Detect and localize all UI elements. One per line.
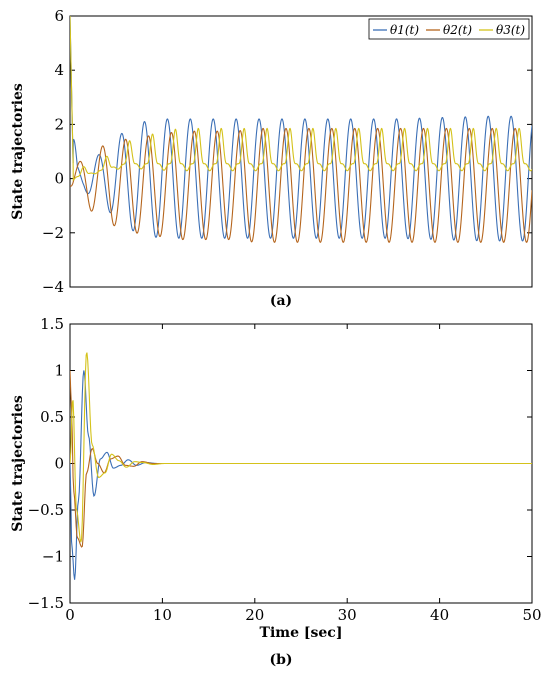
y-tick-label: 0	[54, 170, 64, 188]
x-tick-label: 20	[245, 606, 264, 624]
y-tick-label: 2	[54, 115, 64, 133]
series-line-1	[70, 16, 532, 242]
legend-label: θ2(t)	[443, 23, 472, 37]
series-line-3	[70, 16, 532, 182]
y-tick-label: −1.5	[28, 594, 64, 612]
x-tick-label: 10	[153, 606, 172, 624]
legend-label: θ3(t)	[496, 23, 525, 37]
series-line-2	[70, 370, 532, 548]
y-tick-label: 6	[54, 7, 64, 25]
y-tick-label: 4	[54, 61, 64, 79]
y-tick-label: −0.5	[28, 501, 64, 519]
legend-box	[368, 18, 530, 40]
series-line-1	[70, 370, 532, 580]
panel-label: (a)	[270, 293, 292, 309]
x-tick-label: 0	[65, 606, 75, 624]
series-line-3	[70, 352, 532, 543]
legend: θ1(t) θ2(t) θ3(t)	[368, 18, 530, 40]
x-axis-label: Time [sec]	[260, 625, 343, 641]
y-axis-label: State trajectories	[10, 395, 26, 532]
panel-b-chart: −1.5 −1 −0.5 0 0.5 1 1.5 0 10 20 30 40 50 State traje…	[10, 315, 542, 668]
y-tick-label: 1	[54, 362, 64, 380]
y-tick-label: 1.5	[40, 315, 64, 333]
y-tick-label: −1	[42, 548, 64, 566]
y-tick-label: 0.5	[40, 408, 64, 426]
x-tick-label: 30	[338, 606, 357, 624]
y-axis-label: State trajectories	[10, 83, 26, 220]
x-tick-label: 50	[522, 606, 541, 624]
series-line-2	[70, 127, 532, 243]
y-tick-label: −2	[42, 224, 64, 242]
panel-label: (b)	[269, 652, 292, 668]
legend-label: θ1(t)	[390, 23, 419, 37]
y-tick-label: 0	[54, 455, 64, 473]
x-tick-label: 40	[430, 606, 449, 624]
y-tick-label: −4	[42, 278, 64, 296]
plot-frame	[69, 15, 533, 288]
